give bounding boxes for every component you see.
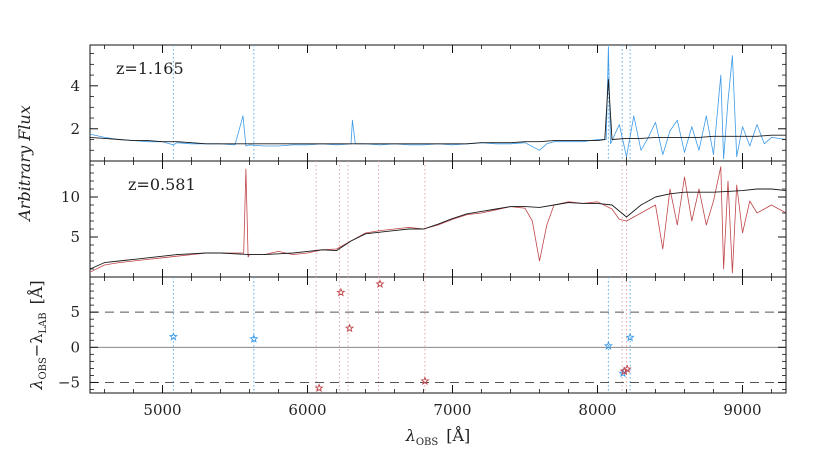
- ytick-label-bottom: 0: [70, 338, 80, 356]
- residual-point-red: [420, 376, 430, 386]
- residual-y-label-minus-lambda: −λ: [27, 334, 46, 358]
- residual-y-label-lambda: λ: [27, 380, 46, 391]
- residual-point-blue: [603, 341, 614, 350]
- series-middle-template: [89, 188, 787, 270]
- residual-point-blue: [249, 334, 259, 343]
- tick-labels: 2 4 5 10 −5 0 5 5000 6000 7000 8000 9000: [58, 77, 762, 419]
- residual-y-label: λOBS−λLAB [Å]: [26, 280, 49, 390]
- series-top-observed: [89, 46, 787, 160]
- residual-point-red: [314, 383, 324, 393]
- residual-point-red: [619, 366, 629, 376]
- spectra-series: [89, 46, 787, 274]
- ytick-label-middle: 5: [70, 228, 80, 246]
- tick-marks: [90, 45, 786, 393]
- series-top-template: [89, 78, 786, 145]
- ytick-label-bottom: −5: [58, 373, 80, 391]
- residual-points: [168, 279, 635, 393]
- x-axis-label-lambda: λ: [405, 426, 416, 445]
- xtick-label: 6000: [288, 401, 326, 419]
- reference-lines: [90, 311, 786, 383]
- x-axis-label-sub: OBS: [416, 437, 439, 448]
- shared-y-label: Arbitrary Flux: [15, 105, 34, 223]
- residual-y-label-sub-lab: LAB: [38, 312, 49, 333]
- residual-point-red: [336, 287, 346, 297]
- line-markers: [172, 45, 631, 393]
- xtick-label: 5000: [143, 401, 181, 419]
- residual-point-red: [344, 323, 355, 333]
- residual-point-blue: [625, 332, 635, 342]
- residual-y-label-unit: [Å]: [26, 280, 46, 304]
- panel-middle-annotation: z=0.581: [128, 175, 196, 194]
- xtick-label: 8000: [578, 401, 616, 419]
- panel-top-annotation: z=1.165: [116, 59, 184, 78]
- residual-y-label-sub-obs: OBS: [38, 357, 49, 380]
- xtick-label: 9000: [723, 401, 761, 419]
- residual-point-red: [622, 364, 632, 374]
- residual-point-red: [375, 279, 385, 288]
- residual-point-blue: [168, 331, 179, 341]
- ytick-label-middle: 10: [61, 188, 80, 206]
- x-axis-label-unit: [Å]: [446, 425, 470, 445]
- panel-bottom-frame: [89, 276, 787, 394]
- ytick-label-top: 2: [70, 120, 80, 138]
- x-axis-label: λOBS [Å]: [405, 425, 471, 448]
- ytick-label-bottom: 5: [70, 303, 80, 321]
- xtick-label: 7000: [433, 401, 471, 419]
- ytick-label-top: 4: [70, 77, 80, 95]
